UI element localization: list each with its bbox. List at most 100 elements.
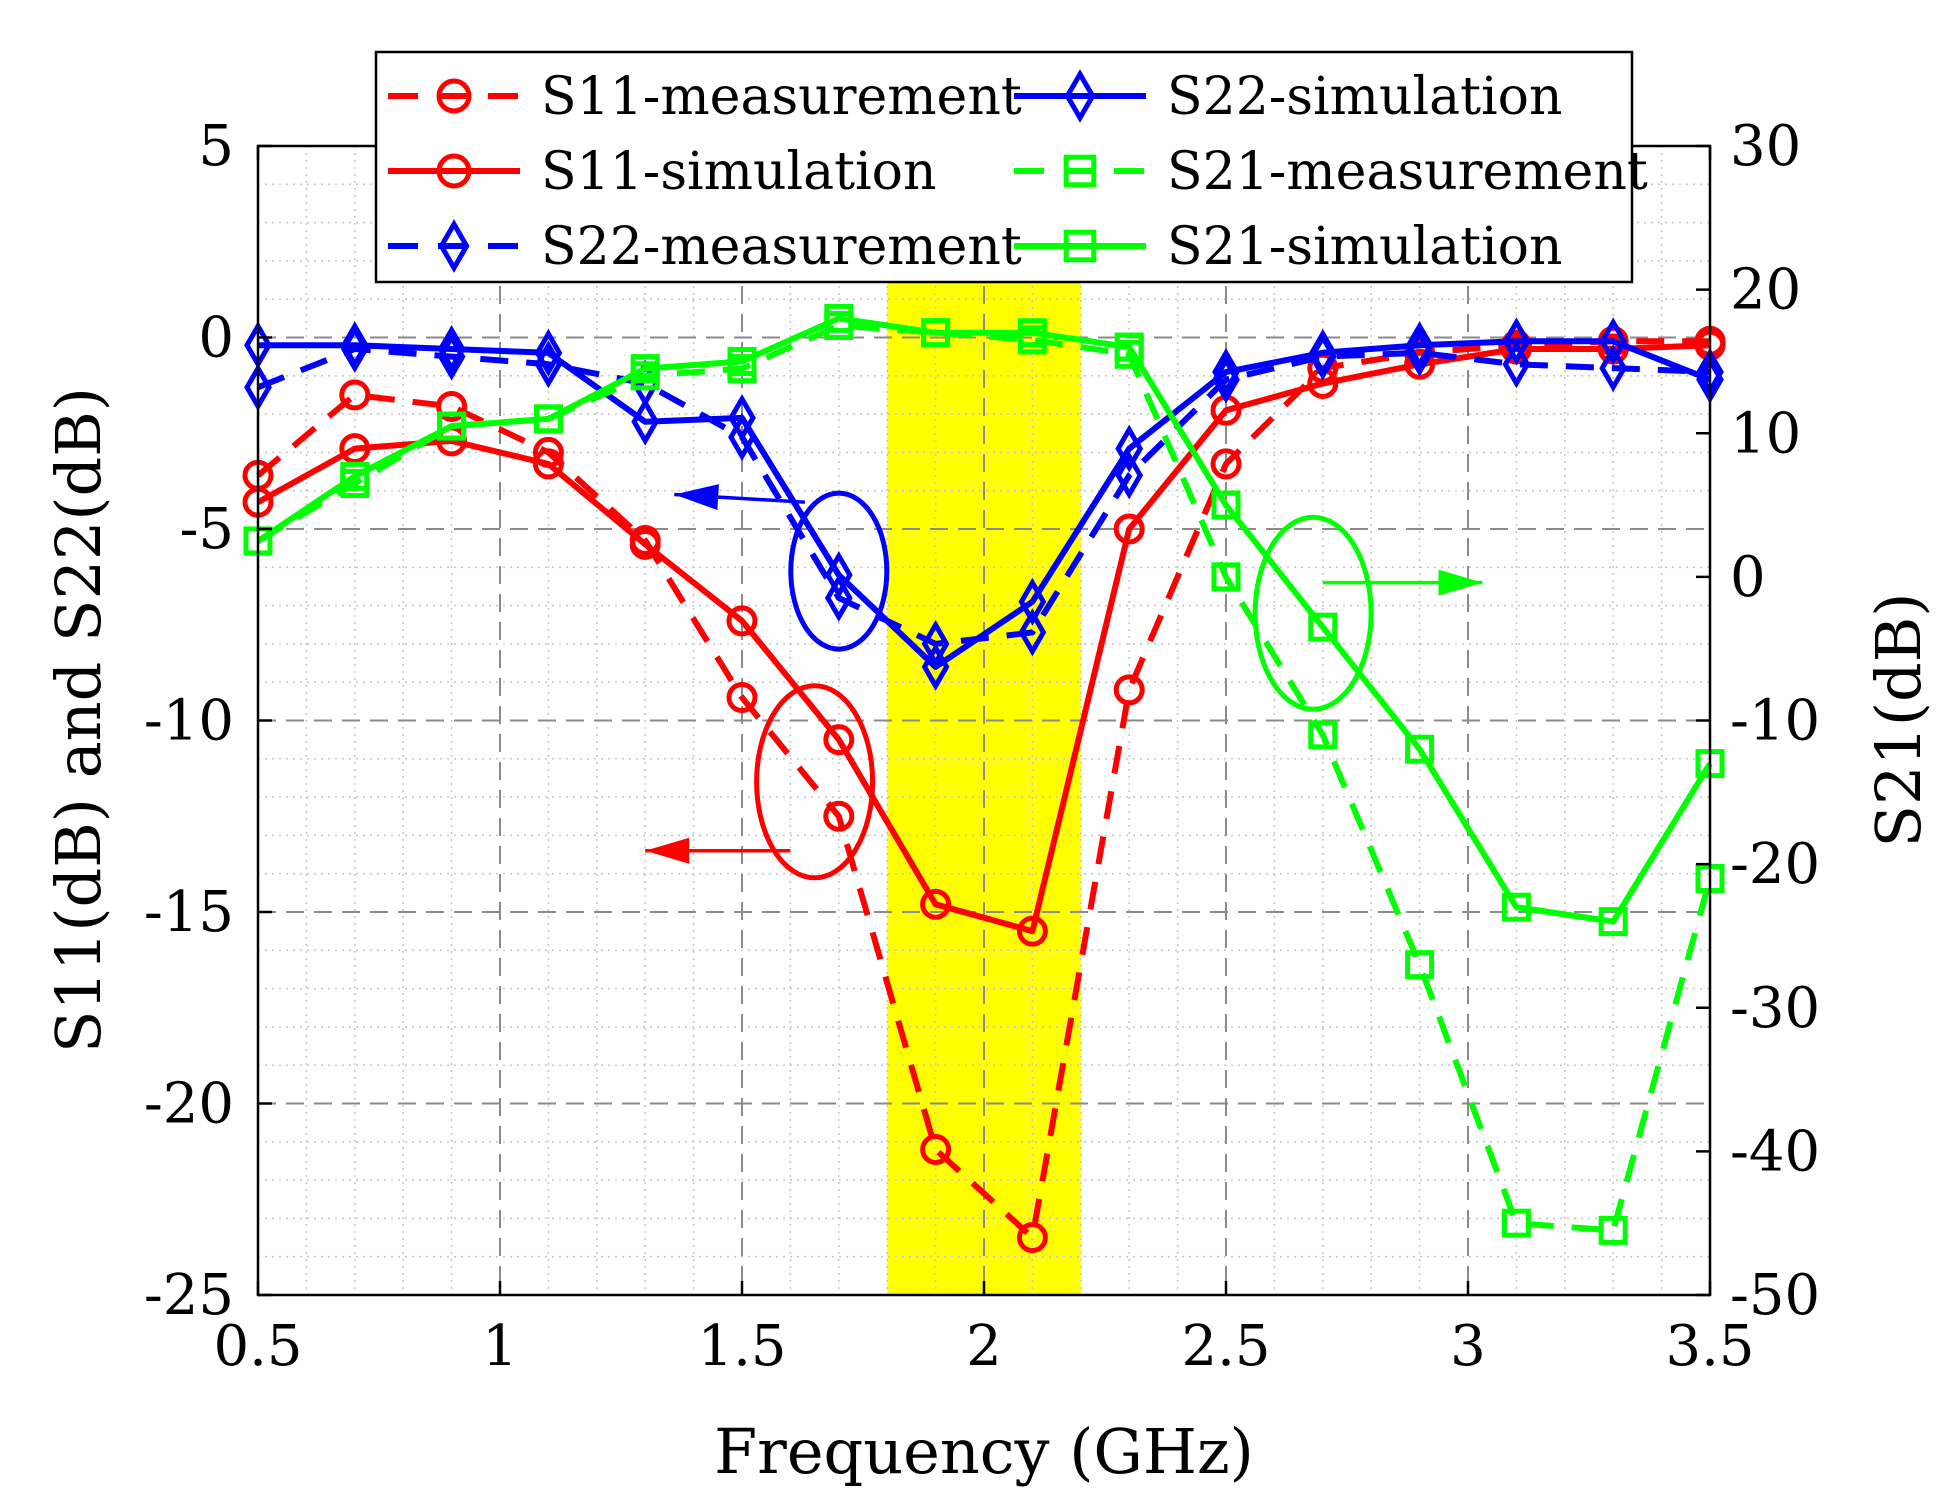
- legend-entry-s21-measurement: S21-measurement: [1167, 142, 1648, 202]
- legend-entry-s21-simulation: S21-simulation: [1167, 217, 1562, 277]
- data-point-s21-simulation: [824, 303, 854, 333]
- y-tick-label-right: -50: [1730, 1263, 1820, 1328]
- data-point-s21-simulation: [1114, 332, 1144, 362]
- x-axis-label: Frequency (GHz): [714, 1415, 1254, 1488]
- data-point-s11-measurement: [1016, 1222, 1048, 1254]
- legend-entry-s22-simulation: S22-simulation: [1167, 67, 1562, 127]
- data-point-s11-measurement: [1113, 674, 1145, 706]
- y-tick-label-left: -15: [144, 880, 234, 945]
- data-point-s22-simulation: [1308, 328, 1337, 377]
- x-tick-label: 0.5: [213, 1314, 302, 1379]
- data-point-s11-simulation: [920, 888, 952, 920]
- data-point-s11-measurement: [726, 682, 758, 714]
- data-point-s22-measurement: [1018, 608, 1047, 657]
- data-point-s22-measurement: [1599, 344, 1628, 393]
- data-point-s21-simulation: [630, 354, 660, 384]
- legend-entry-s11-measurement: S11-measurement: [541, 67, 1022, 127]
- legend-marker-s22-simulation: [1064, 69, 1096, 123]
- data-point-s11-simulation: [726, 605, 758, 637]
- data-point-s22-simulation: [1018, 577, 1047, 626]
- data-point-s22-simulation: [534, 328, 563, 377]
- data-point-s21-measurement: [1405, 950, 1435, 980]
- data-point-s22-simulation: [921, 642, 950, 691]
- y-axis-label-left: S11(dB) and S22(dB): [42, 387, 115, 1053]
- data-point-s11-simulation: [1113, 513, 1145, 545]
- s22-left-axis-marker-ellipse: [788, 490, 890, 652]
- data-point-s22-simulation: [1502, 317, 1531, 366]
- data-point-s21-simulation: [921, 318, 951, 348]
- data-point-s21-measurement: [1501, 1208, 1531, 1238]
- data-point-s22-simulation: [631, 397, 660, 446]
- data-point-s21-simulation: [533, 404, 563, 434]
- data-point-s11-simulation: [1404, 348, 1436, 380]
- y-axis-label-right: S21(dB): [1862, 593, 1935, 848]
- data-point-s22-simulation: [437, 325, 466, 373]
- series-line-s11-measurement: [256, 338, 1710, 1241]
- legend-marker-s11-simulation: [436, 153, 472, 189]
- x-tick-label: 1: [482, 1314, 518, 1379]
- data-point-s21-simulation: [1598, 907, 1628, 937]
- data-point-s11-measurement: [1210, 448, 1242, 480]
- data-point-s21-simulation: [1501, 892, 1531, 922]
- data-point-s11-simulation: [1016, 915, 1048, 947]
- data-point-s21-simulation: [727, 346, 757, 376]
- data-point-s11-measurement: [339, 379, 371, 411]
- y-tick-label-right: 30: [1730, 114, 1801, 179]
- annotation-layer: [645, 484, 1483, 881]
- y-tick-label-right: 20: [1730, 258, 1801, 323]
- series-s21-simulation: [243, 303, 1725, 937]
- legend-marker-s11-measurement: [436, 78, 472, 114]
- s11-left-axis-marker-arrow-head: [645, 837, 690, 864]
- data-point-s11-simulation: [629, 528, 661, 560]
- y-tick-label-left: -10: [144, 689, 234, 754]
- x-tick-label: 3: [1450, 1314, 1486, 1379]
- y-tick-label-right: -40: [1730, 1119, 1820, 1184]
- data-point-s11-simulation: [823, 724, 855, 756]
- series-line-s22-simulation: [258, 338, 1712, 670]
- series-line-s22-measurement: [256, 346, 1711, 647]
- x-tick-label: 1.5: [697, 1314, 786, 1379]
- data-point-s11-simulation: [339, 433, 371, 465]
- data-point-s11-measurement: [823, 800, 855, 832]
- data-point-s22-measurement: [1115, 451, 1144, 500]
- data-point-s21-simulation: [1017, 318, 1047, 348]
- y-tick-label-left: 5: [198, 114, 234, 179]
- data-point-s21-simulation: [340, 461, 370, 491]
- legend-entry-s22-measurement: S22-measurement: [541, 217, 1022, 277]
- data-point-s22-measurement: [1502, 340, 1531, 389]
- data-point-s21-measurement: [1211, 562, 1241, 592]
- y-tick-label-left: -20: [144, 1072, 234, 1137]
- legend-marker-s22-measurement: [438, 219, 470, 273]
- data-point-s11-measurement: [920, 1133, 952, 1165]
- data-point-s22-simulation: [1212, 347, 1240, 396]
- series-s11-simulation: [242, 329, 1726, 947]
- data-point-s21-measurement: [1598, 1215, 1628, 1245]
- legend: S11-measurement S11-simulation S22-measu…: [374, 50, 1648, 284]
- data-point-s21-simulation: [1405, 734, 1435, 764]
- s21-right-axis-marker: [1252, 514, 1483, 712]
- data-point-s22-simulation: [824, 550, 853, 599]
- data-point-s21-simulation: [1308, 612, 1338, 642]
- data-point-s11-simulation: [532, 448, 564, 480]
- data-point-s11-measurement: [436, 390, 468, 422]
- y-tick-label-left: -5: [179, 497, 234, 562]
- data-point-s22-simulation: [1115, 424, 1144, 473]
- y-tick-label-left: 0: [198, 306, 234, 371]
- data-point-s22-simulation: [1405, 321, 1434, 370]
- y-tick-label-right: -10: [1730, 689, 1820, 754]
- s21-right-axis-marker-arrow-head: [1438, 569, 1483, 596]
- y-tick-label-right: -30: [1730, 976, 1820, 1041]
- s22-left-axis-marker: [674, 484, 890, 652]
- s11-left-axis-marker-ellipse: [754, 683, 876, 881]
- y-tick-label-right: 10: [1730, 401, 1801, 466]
- x-tick-label: 2: [966, 1314, 1002, 1379]
- data-point-s22-measurement: [824, 573, 853, 622]
- s21-right-axis-marker-ellipse: [1252, 514, 1374, 712]
- legend-box: [374, 50, 1634, 284]
- series-line-s11-simulation: [256, 342, 1711, 935]
- data-point-s21-simulation: [1211, 490, 1241, 520]
- legend-marker-s21-simulation: [1063, 229, 1097, 263]
- x-tick-label: 2.5: [1181, 1314, 1270, 1379]
- legend-samples: [388, 69, 1146, 273]
